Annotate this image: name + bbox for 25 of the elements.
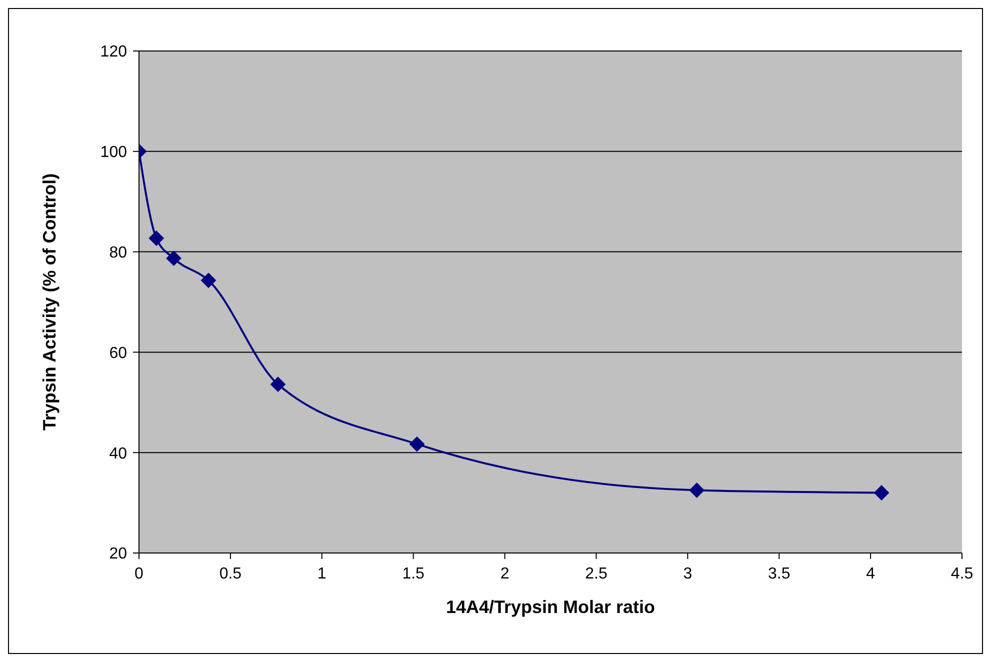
x-tick-label: 0 bbox=[134, 565, 144, 582]
x-tick-label: 4 bbox=[866, 565, 876, 582]
y-tick-label: 100 bbox=[100, 144, 128, 162]
y-tick-label: 80 bbox=[109, 244, 128, 262]
x-tick-label: 0.5 bbox=[219, 565, 242, 582]
x-tick-label: 3 bbox=[683, 565, 692, 582]
x-tick-label: 1.5 bbox=[402, 565, 425, 582]
x-tick-label: 4.5 bbox=[950, 565, 974, 582]
x-tick-label: 1 bbox=[317, 565, 326, 582]
y-axis-title: Trypsin Activity (% of Control) bbox=[39, 173, 60, 431]
x-tick-label: 2 bbox=[500, 565, 510, 582]
point bbox=[270, 376, 286, 392]
point bbox=[148, 230, 164, 246]
point bbox=[166, 250, 182, 266]
y-tick-label: 60 bbox=[109, 344, 128, 362]
y-tick-label: 40 bbox=[109, 445, 128, 462]
point bbox=[689, 482, 704, 498]
point bbox=[409, 436, 424, 452]
point bbox=[201, 272, 216, 288]
x-axis-title: 14A4/Trypsin Molar ratio bbox=[446, 597, 656, 617]
y-tick-label: 20 bbox=[109, 546, 128, 563]
point bbox=[874, 485, 890, 500]
y-tick-label: 120 bbox=[100, 44, 128, 61]
x-tick-label: 3.5 bbox=[768, 565, 790, 582]
x-tick-label: 2.5 bbox=[585, 565, 608, 582]
